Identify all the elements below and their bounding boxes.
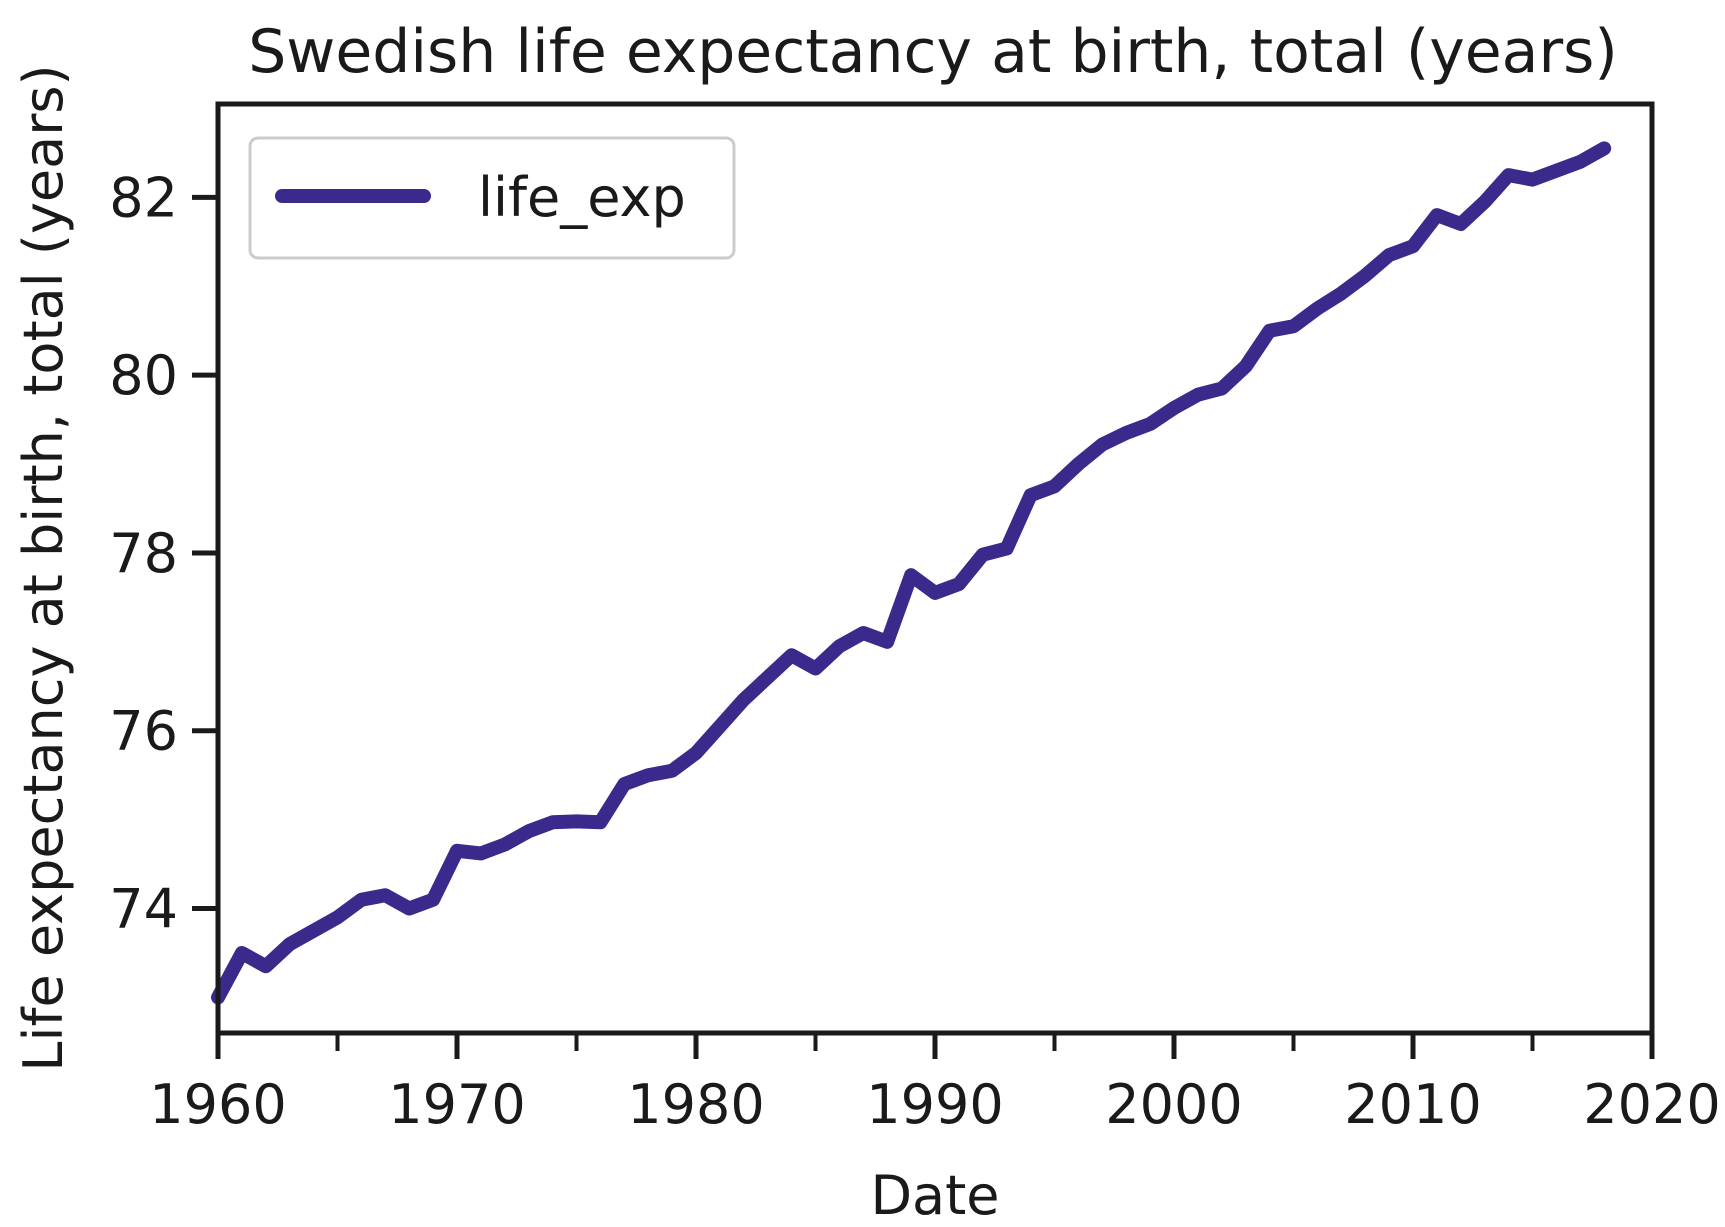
x-tick-label: 1970 — [388, 1073, 525, 1136]
x-tick-label: 2020 — [1583, 1073, 1720, 1136]
y-tick-label: 82 — [109, 166, 178, 229]
chart-title: Swedish life expectancy at birth, total … — [248, 17, 1618, 87]
x-tick-label: 1960 — [149, 1073, 286, 1136]
x-tick-label: 1980 — [627, 1073, 764, 1136]
y-tick-label: 80 — [109, 344, 178, 407]
y-axis-label: Life expectancy at birth, total (years) — [12, 64, 75, 1071]
legend-entry-life-exp: life_exp — [478, 166, 686, 229]
x-tick-label: 2010 — [1344, 1073, 1481, 1136]
x-axis-label: Date — [870, 1164, 999, 1227]
x-tick-label: 1990 — [866, 1073, 1003, 1136]
legend: life_exp — [248, 136, 736, 260]
plot-area — [211, 141, 1612, 1005]
x-axis: 1960 1970 1980 1990 2000 2010 2020 — [149, 1033, 1721, 1136]
x-tick-label: 2000 — [1105, 1073, 1242, 1136]
y-tick-label: 74 — [109, 878, 178, 941]
y-tick-label: 76 — [109, 700, 178, 763]
y-axis: 74 76 78 80 82 — [109, 166, 218, 941]
y-tick-label: 78 — [109, 522, 178, 585]
series-line-life-exp — [211, 141, 1612, 1005]
legend-box — [248, 136, 736, 260]
